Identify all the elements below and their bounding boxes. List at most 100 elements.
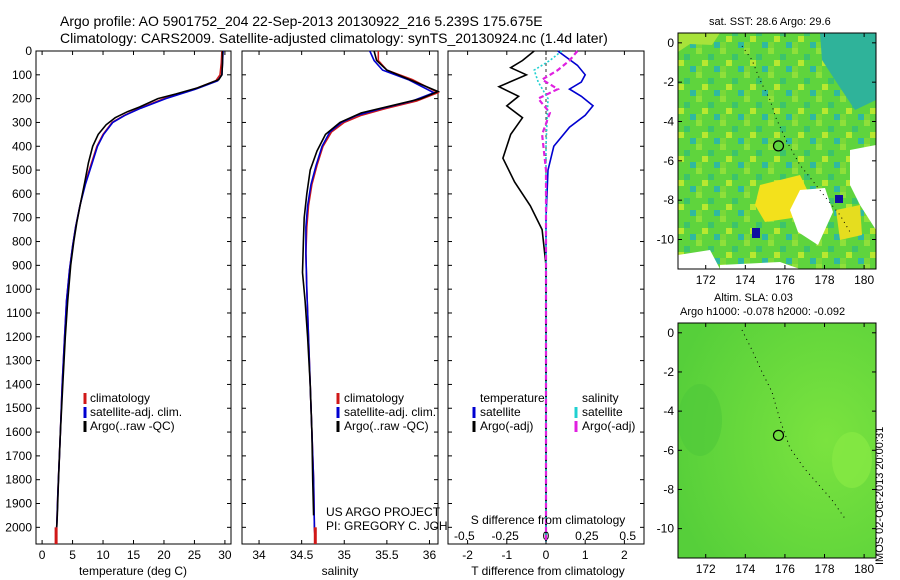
legend-label-climatology: climatology: [90, 391, 150, 405]
x-tick-label: 2: [621, 548, 628, 562]
x-tick-label: 36: [423, 548, 437, 562]
figure-title-line2: Climatology: CARS2009. Satellite-adjuste…: [60, 30, 608, 46]
map-y-tick-label: -4: [663, 115, 674, 129]
depth-tick-label: 1300: [5, 354, 32, 368]
x-tick-label: 35.5: [375, 548, 399, 562]
land-cloud-mask-3: [678, 250, 720, 269]
depth-tick-label: 800: [12, 235, 32, 249]
temperature-series: [54, 50, 224, 544]
map-x-tick-label: 172: [696, 273, 716, 287]
sst-cold-pixel-2: [835, 195, 843, 203]
series-line-argo-raw-qc-: [55, 51, 224, 528]
temperature-legend: climatology satellite-adj. clim. Argo(..…: [83, 391, 182, 433]
legend-label-argo: Argo(..raw -QC): [90, 419, 175, 433]
x-tick-label: 0: [543, 548, 550, 562]
depth-tick-label: 1600: [5, 425, 32, 439]
depth-axis: 0 100 200 300 400 500 600 700 800 900 1000 1100 1200…: [5, 44, 231, 534]
depth-tick-label: 2000: [5, 520, 32, 534]
x2-tick-label: -0.5: [454, 529, 475, 543]
map-y-tick-label: -10: [657, 522, 675, 536]
series-line-argo-adj-: [536, 50, 579, 542]
map-y-tick-label: -2: [663, 365, 674, 379]
sla-high-patch: [832, 432, 872, 488]
depth-tick-label: 1400: [5, 377, 32, 391]
legend-label-satellite: satellite-adj. clim.: [90, 405, 182, 419]
legend-label-t-argo: Argo(-adj): [480, 419, 533, 433]
temperature-xlabel: temperature (deg C): [79, 564, 187, 578]
depth-tick-label: 100: [12, 68, 32, 82]
figure-title-line1: Argo profile: AO 5901752_204 22-Sep-2013…: [60, 13, 543, 29]
series-line-satellite: [533, 50, 563, 542]
x-tick-label: 0: [39, 548, 46, 562]
sst-map: 172 174 176 178 180 0 -2 -4 -6 -8 -10: [657, 32, 877, 287]
map-x-tick-label: 176: [775, 562, 795, 576]
salinity-series: [301, 50, 441, 544]
depth-tick-label: 300: [12, 115, 32, 129]
map-y-tick-label: -4: [663, 404, 674, 418]
depth-tick-label: 1700: [5, 449, 32, 463]
map-x-tick-label: 178: [815, 562, 835, 576]
bottom-climatology-marker: [313, 527, 317, 544]
x-tick-label: 5: [69, 548, 76, 562]
difference-s-xlabel: S difference from climatology: [471, 513, 626, 527]
sst-map-frame: [677, 32, 877, 270]
map-y-tick-label: -8: [663, 482, 674, 496]
x-tick-label: 1: [582, 548, 589, 562]
depth-tick-label: 1200: [5, 330, 32, 344]
map-y-tick-label: -6: [663, 154, 674, 168]
salinity-legend: climatology satellite-adj. clim. Argo(..…: [336, 391, 436, 433]
legend-label-climatology: climatology: [344, 391, 404, 405]
map-y-tick-label: 0: [667, 36, 674, 50]
depth-tick-label: 1800: [5, 473, 32, 487]
difference-series: [497, 50, 595, 542]
difference-t-xlabel: T difference from climatology: [471, 564, 625, 578]
difference-depth-ticks: [448, 50, 644, 528]
difference-legend: temperature salinity satellite Argo(-adj…: [472, 391, 635, 433]
x-tick-label: 30: [218, 548, 232, 562]
legend-title-temperature: temperature: [480, 391, 545, 405]
map-y-tick-label: 0: [667, 326, 674, 340]
depth-tick-label: 400: [12, 139, 32, 153]
salinity-xlabel: salinity: [322, 564, 359, 578]
salinity-depth-ticks: [242, 50, 438, 528]
sst-warm-patch: [678, 33, 720, 52]
legend-label-s-argo: Argo(-adj): [582, 419, 635, 433]
x-tick-label: 25: [188, 548, 202, 562]
x-tick-label: 35: [338, 548, 352, 562]
map-y-tick-label: -10: [657, 233, 675, 247]
depth-tick-label: 600: [12, 187, 32, 201]
x-tick-label: -2: [462, 548, 473, 562]
depth-tick-label: 0: [25, 44, 32, 58]
land-cloud-mask-2: [790, 188, 833, 245]
legend-label-satellite: satellite-adj. clim.: [344, 405, 436, 419]
sla-map-axes: 172 174 176 178 180 0 -2 -4 -6 -8 -10: [657, 323, 876, 576]
sla-map: 172 174 176 178 180 0 -2 -4 -6 -8 -10: [657, 322, 877, 576]
depth-tick-label: 1900: [5, 497, 32, 511]
map-x-tick-label: 180: [854, 562, 874, 576]
salinity-axes-frame: [241, 50, 439, 545]
project-pi: PI: GREGORY C. JOHNSON: [326, 519, 482, 533]
map-y-tick-label: -8: [663, 193, 674, 207]
map-x-tick-label: 178: [815, 273, 835, 287]
map-x-tick-label: 174: [735, 562, 755, 576]
depth-tick-label: 500: [12, 163, 32, 177]
depth-tick-label: 700: [12, 211, 32, 225]
sla-map-frame: [677, 322, 877, 559]
series-line-satellite: [545, 50, 595, 542]
salinity-panel: 34 34.5 35 35.5 36 salinity climatology sate…: [241, 50, 482, 578]
difference-t-axis: -2 -1 0 1 2: [462, 51, 628, 562]
series-line-argo-raw-qc-: [301, 50, 441, 516]
legend-label-s-satellite: satellite: [582, 405, 623, 419]
x-tick-label: 20: [157, 548, 171, 562]
depth-tick-label: 1500: [5, 401, 32, 415]
x-tick-label: 34: [252, 548, 266, 562]
salinity-x-axis: 34 34.5 35 35.5 36: [252, 51, 436, 562]
x2-tick-label: 0.5: [619, 529, 636, 543]
x-tick-label: -1: [501, 548, 512, 562]
sst-hot-patch-2: [836, 205, 862, 240]
legend-label-t-satellite: satellite: [480, 405, 521, 419]
x-tick-label: 10: [96, 548, 110, 562]
land-cloud-mask-4: [720, 262, 800, 269]
legend-label-argo: Argo(..raw -QC): [344, 419, 429, 433]
